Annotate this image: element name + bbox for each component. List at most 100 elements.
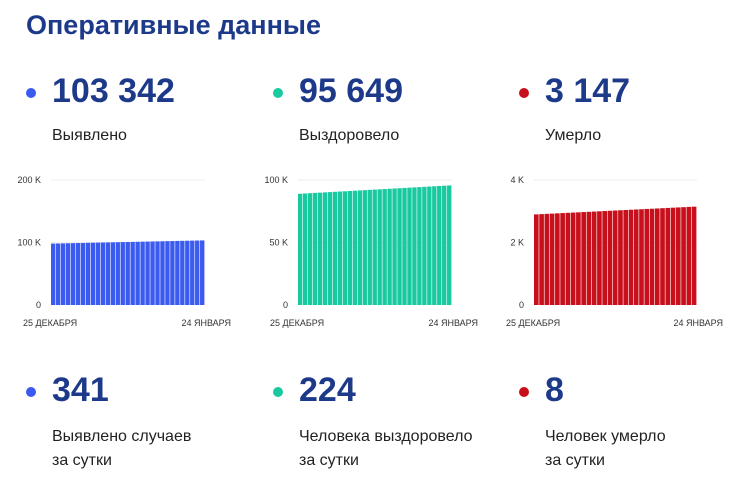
bar (51, 243, 56, 305)
x-tick-label: 24 ЯНВАРЯ (673, 318, 723, 328)
bar (432, 186, 437, 305)
bar (145, 241, 150, 305)
x-tick-label: 24 ЯНВАРЯ (181, 318, 231, 328)
bar (322, 192, 328, 305)
bar (549, 213, 555, 305)
bar (85, 242, 91, 305)
daily-label-2: за сутки (52, 452, 112, 469)
x-tick-label: 25 ДЕКАБРЯ (270, 318, 324, 328)
stat-value: 3 147 (545, 72, 631, 110)
daily-value: 224 (299, 371, 356, 409)
bar (649, 208, 655, 305)
bar (422, 186, 427, 305)
status-dot-icon (519, 387, 529, 397)
daily-label-2: за сутки (299, 452, 359, 469)
bar (302, 193, 308, 305)
status-dot-icon (26, 88, 36, 98)
bar (377, 189, 382, 305)
bar (644, 208, 650, 305)
bar (75, 243, 81, 305)
bar (681, 207, 686, 305)
x-tick-label: 24 ЯНВАРЯ (428, 318, 478, 328)
bar (612, 210, 618, 305)
bar (110, 242, 115, 305)
bar (397, 188, 402, 305)
y-tick-label: 50 K (269, 238, 288, 248)
bar (347, 190, 353, 305)
bar (628, 209, 634, 305)
bar (165, 241, 170, 305)
y-tick-label: 0 (36, 300, 41, 310)
bar (200, 240, 205, 305)
bar (357, 190, 362, 305)
bar (427, 186, 432, 305)
bar (100, 242, 106, 305)
bar (337, 191, 343, 305)
bar (80, 242, 86, 305)
stat-label: Выздоровело (299, 127, 400, 144)
bar (55, 243, 61, 305)
bar (623, 210, 629, 305)
stat-label: Выявлено (52, 127, 127, 144)
bar (130, 241, 135, 305)
bar (105, 242, 111, 305)
y-tick-label: 100 K (264, 175, 288, 185)
bar (367, 189, 372, 305)
bar (362, 190, 367, 305)
bar (660, 208, 665, 305)
bar (555, 213, 560, 305)
bar (442, 185, 447, 305)
bar (544, 213, 550, 305)
bar (135, 241, 140, 305)
bar (602, 211, 608, 305)
bar (437, 185, 442, 305)
status-dot-icon (519, 88, 529, 98)
bar (654, 208, 660, 305)
bar (115, 242, 120, 305)
bar (591, 211, 597, 305)
bar (175, 240, 180, 305)
bar (332, 191, 338, 305)
bar (382, 189, 387, 305)
bar (150, 241, 155, 305)
bar (639, 209, 644, 305)
bar (691, 206, 697, 305)
bar (125, 241, 130, 305)
stat-value: 95 649 (299, 72, 403, 110)
stat-value: 103 342 (52, 72, 175, 110)
bar (317, 192, 323, 305)
daily-label: Человека выздоровело (299, 428, 473, 445)
bar (618, 210, 623, 305)
bar (560, 213, 565, 305)
bar (312, 192, 318, 305)
bar (352, 190, 358, 305)
bar (534, 214, 539, 305)
bar (160, 241, 165, 305)
bar (327, 192, 333, 305)
y-tick-label: 2 K (510, 238, 524, 248)
bar (570, 212, 576, 305)
bar (670, 207, 676, 305)
daily-value: 341 (52, 371, 109, 409)
status-dot-icon (26, 387, 36, 397)
bar (447, 185, 452, 305)
bar (607, 210, 613, 305)
y-tick-label: 4 K (510, 175, 524, 185)
bar (686, 206, 692, 305)
bar (95, 242, 101, 305)
y-tick-label: 0 (519, 300, 524, 310)
bar (576, 212, 581, 305)
bar (307, 193, 313, 305)
bar (633, 209, 639, 305)
daily-label: Выявлено случаев (52, 428, 192, 445)
y-tick-label: 200 K (17, 175, 41, 185)
bar (392, 188, 397, 305)
bar (298, 193, 303, 305)
daily-value: 8 (545, 371, 564, 409)
bar (387, 188, 392, 305)
bar (185, 240, 190, 305)
bar (372, 189, 377, 305)
stat-label: Умерло (545, 127, 602, 144)
page-title: Оперативные данные (26, 10, 321, 40)
